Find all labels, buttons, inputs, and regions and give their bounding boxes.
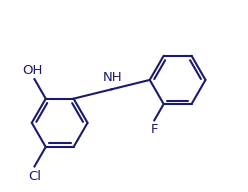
Text: OH: OH	[22, 64, 42, 77]
Text: F: F	[151, 123, 158, 136]
Text: Cl: Cl	[28, 170, 41, 183]
Text: NH: NH	[103, 71, 123, 84]
